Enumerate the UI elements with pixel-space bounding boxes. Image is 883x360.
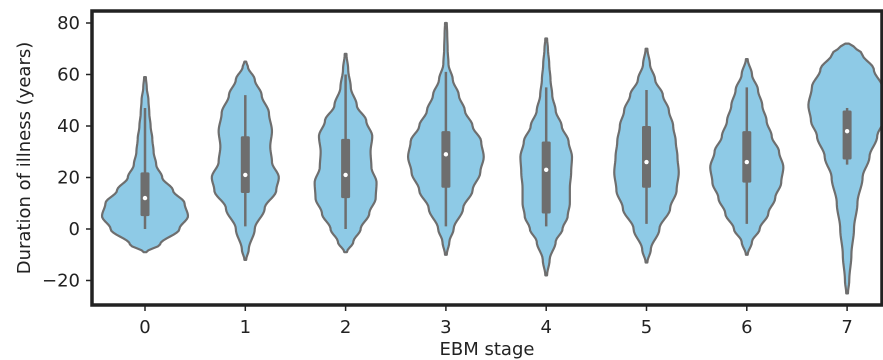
x-tick-label: 7 bbox=[841, 317, 852, 338]
violin-box-3 bbox=[441, 131, 451, 188]
x-tick-label: 3 bbox=[440, 317, 451, 338]
violin-median-3 bbox=[443, 152, 449, 157]
x-tick-label: 4 bbox=[540, 317, 551, 338]
violins-layer bbox=[100, 21, 883, 295]
violin-median-2 bbox=[343, 172, 348, 178]
violin-box-2 bbox=[341, 138, 351, 199]
violin-box-5 bbox=[642, 126, 651, 188]
x-tick-label: 1 bbox=[240, 317, 251, 338]
y-tick-label: 80 bbox=[57, 13, 80, 34]
violin-box-7 bbox=[842, 110, 852, 160]
violin-median-4 bbox=[544, 167, 549, 172]
violin-median-0 bbox=[142, 195, 148, 201]
violin-body-7 bbox=[807, 42, 883, 295]
violin-median-6 bbox=[744, 159, 749, 165]
x-tick-label: 5 bbox=[641, 317, 652, 338]
x-axis-label: EBM stage bbox=[440, 339, 535, 360]
y-tick-label: 40 bbox=[57, 116, 80, 137]
y-tick-label: 60 bbox=[57, 65, 80, 86]
violin-box-4 bbox=[541, 141, 551, 214]
plot-frame bbox=[90, 9, 883, 307]
violin-box-6 bbox=[742, 131, 752, 183]
violin-box-1 bbox=[240, 136, 250, 193]
x-tick-label: 2 bbox=[340, 317, 351, 338]
y-axis-ticks: −20 0 20 40 60 80 bbox=[42, 13, 92, 292]
y-tick-label: 20 bbox=[57, 168, 80, 189]
violin-median-7 bbox=[844, 128, 850, 134]
violin-median-1 bbox=[243, 172, 248, 178]
x-tick-label: 0 bbox=[139, 317, 150, 338]
y-axis-label: Duration of illness (years) bbox=[14, 42, 35, 275]
violin-median-5 bbox=[644, 159, 649, 165]
x-axis-ticks: 0 1 2 3 4 5 6 7 bbox=[139, 305, 853, 338]
y-tick-label: 0 bbox=[69, 219, 80, 240]
x-tick-label: 6 bbox=[741, 317, 752, 338]
y-tick-label: −20 bbox=[42, 271, 80, 292]
violin-box-0 bbox=[140, 172, 150, 217]
